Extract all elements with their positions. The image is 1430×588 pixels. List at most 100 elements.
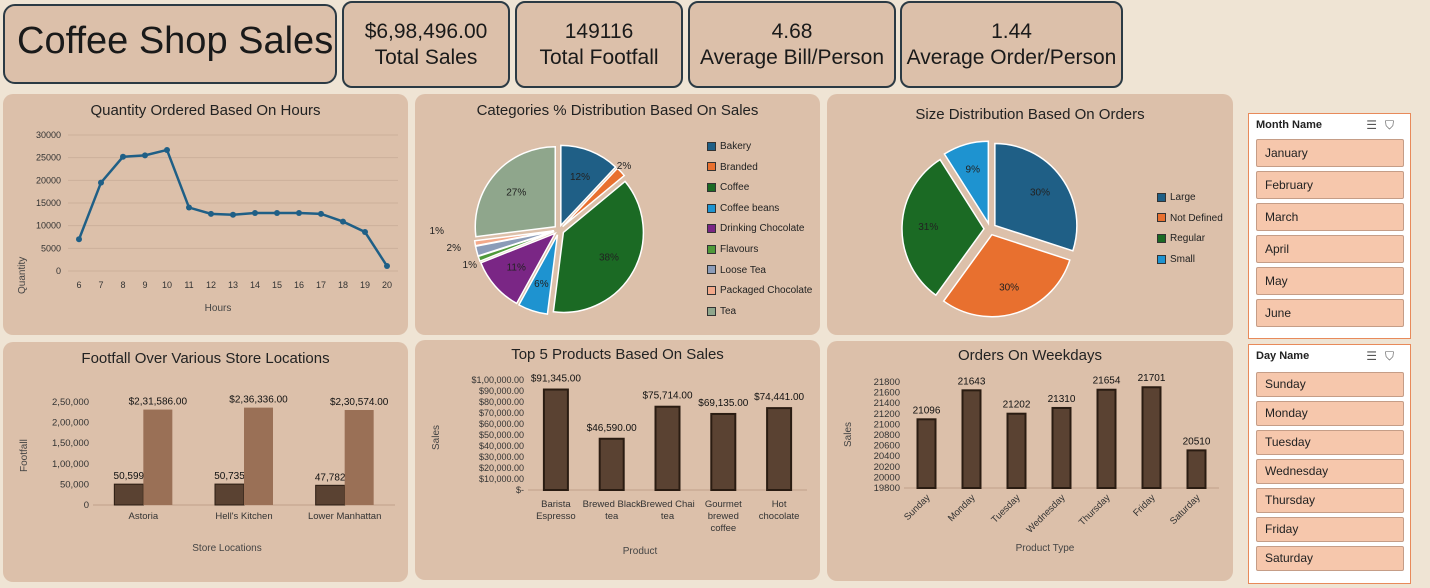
data-label: $69,135.00 <box>698 398 748 409</box>
bar <box>961 389 982 489</box>
weekdays-bar-chart: Sales Product Type 198002000020200204002… <box>843 373 1219 554</box>
kpi-total-footfall: 149116 Total Footfall <box>515 1 683 88</box>
slicer-item-friday[interactable]: Friday <box>1256 517 1404 542</box>
legend-label: Small <box>1170 253 1196 265</box>
x-tick-label: 19 <box>360 280 370 290</box>
slicer-item-tuesday[interactable]: Tuesday <box>1256 430 1404 455</box>
data-point <box>274 209 280 216</box>
x-tick-label: Brewed Chai <box>640 499 694 510</box>
legend-entry: Loose Tea <box>707 265 817 276</box>
legend-swatch <box>707 162 716 172</box>
legend-label: Drinking Chocolate <box>720 223 805 235</box>
data-label: 21643 <box>958 376 986 387</box>
data-label: $74,441.00 <box>754 392 804 403</box>
bar <box>1006 412 1027 489</box>
slicer-item-thursday[interactable]: Thursday <box>1256 488 1404 513</box>
slicer-item-january[interactable]: January <box>1256 139 1404 167</box>
x-tick-label: 20 <box>382 280 392 290</box>
bar <box>654 405 681 491</box>
legend-swatch <box>1157 213 1166 223</box>
slice-label: 30% <box>999 283 1019 294</box>
dashboard-title-card: Coffee Shop Sales <box>3 4 337 84</box>
y-tick-label: 5000 <box>41 243 61 253</box>
bar <box>143 409 173 505</box>
slicer-item-sunday[interactable]: Sunday <box>1256 372 1404 397</box>
y-tick-label: 10000 <box>36 221 61 231</box>
pie-slice <box>942 233 1071 318</box>
legend-label: Large <box>1170 192 1196 203</box>
multi-select-icon[interactable]: ☰ <box>1366 118 1385 132</box>
legend-swatch <box>707 141 716 151</box>
y-tick-label: 2,50,000 <box>52 397 89 408</box>
slice-label: 12% <box>570 172 590 183</box>
bar <box>315 484 346 506</box>
legend-label: Branded <box>720 161 758 173</box>
legend-label: Bakery <box>720 141 752 152</box>
y-tick-label: 20000 <box>36 175 61 185</box>
legend-entry: Bakery <box>707 141 817 152</box>
y-tick-label: 21400 <box>874 398 900 409</box>
data-label: $75,714.00 <box>642 391 692 402</box>
legend-entry: Regular <box>1157 233 1237 244</box>
legend-entry: Small <box>1157 254 1237 265</box>
data-label: 21202 <box>1003 400 1031 411</box>
y-axis-label: Footfall <box>19 439 30 472</box>
slicer-item-april[interactable]: April <box>1256 235 1404 263</box>
clear-filter-icon[interactable]: ⛉ <box>1384 118 1402 132</box>
y-axis-label: Sales <box>431 425 442 450</box>
pie-slice <box>560 144 617 228</box>
month-slicer: Month Name ☰⛉ January February March April M… <box>1248 113 1411 339</box>
data-label: $46,590.00 <box>587 423 637 434</box>
bar <box>1141 386 1162 489</box>
chart-title: Quantity Ordered Based On Hours <box>90 102 321 119</box>
kpi-average-bill: 4.68 Average Bill/Person <box>688 1 896 88</box>
legend-label: Flavours <box>720 244 759 255</box>
data-point <box>230 211 236 218</box>
kpi-value: 1.44 <box>991 20 1032 43</box>
clear-filter-icon[interactable]: ⛉ <box>1384 349 1402 363</box>
slice-label: 31% <box>918 222 938 233</box>
y-tick-label: $80,000.00 <box>479 397 524 407</box>
x-tick-label: Hot <box>772 499 787 510</box>
x-tick-label: Astoria <box>129 511 159 522</box>
slice-label: 27% <box>506 187 526 198</box>
y-tick-label: $1,00,000.00 <box>471 375 524 385</box>
slicer-item-wednesday[interactable]: Wednesday <box>1256 459 1404 484</box>
y-tick-label: 50,000 <box>60 479 89 490</box>
y-tick-label: 20200 <box>874 462 900 473</box>
slicer-item-monday[interactable]: Monday <box>1256 401 1404 426</box>
legend-label: Coffee beans <box>720 202 780 214</box>
slice-label: 1% <box>463 260 478 271</box>
data-point <box>120 153 126 160</box>
pie-slice <box>479 231 557 305</box>
bar <box>344 410 374 505</box>
x-tick-label: Lower Manhattan <box>308 511 381 522</box>
pie-slice <box>562 167 626 228</box>
slicer-item-march[interactable]: March <box>1256 203 1404 231</box>
x-tick-label: 8 <box>120 280 125 290</box>
legend-swatch <box>707 306 716 316</box>
slicer-item-may[interactable]: May <box>1256 267 1404 295</box>
bar <box>214 483 245 506</box>
chart-title: Orders On Weekdays <box>958 347 1102 364</box>
slicer-item-june[interactable]: June <box>1256 299 1404 327</box>
legend-swatch <box>1157 192 1166 202</box>
y-tick-label: $90,000.00 <box>479 386 524 396</box>
slicer-item-saturday[interactable]: Saturday <box>1256 546 1404 571</box>
data-label: 21310 <box>1048 394 1076 405</box>
y-tick-label: $70,000.00 <box>479 408 524 418</box>
pie-slice <box>943 140 990 226</box>
kpi-value: 149116 <box>564 20 634 43</box>
legend-label: Coffee <box>720 182 750 194</box>
x-tick-label: Wednesday <box>1024 492 1067 535</box>
x-tick-label: Tuesday <box>989 492 1022 525</box>
multi-select-icon[interactable]: ☰ <box>1366 349 1385 363</box>
data-label: 50,735 <box>214 471 245 482</box>
legend-entry: Packaged Chocolate <box>707 285 817 296</box>
slicer-item-february[interactable]: February <box>1256 171 1404 199</box>
bar <box>244 407 273 505</box>
y-tick-label: 30000 <box>36 130 61 140</box>
slice-label: 1% <box>430 226 445 237</box>
legend-entry: Coffee <box>707 182 817 193</box>
data-label: 20510 <box>1183 436 1211 447</box>
